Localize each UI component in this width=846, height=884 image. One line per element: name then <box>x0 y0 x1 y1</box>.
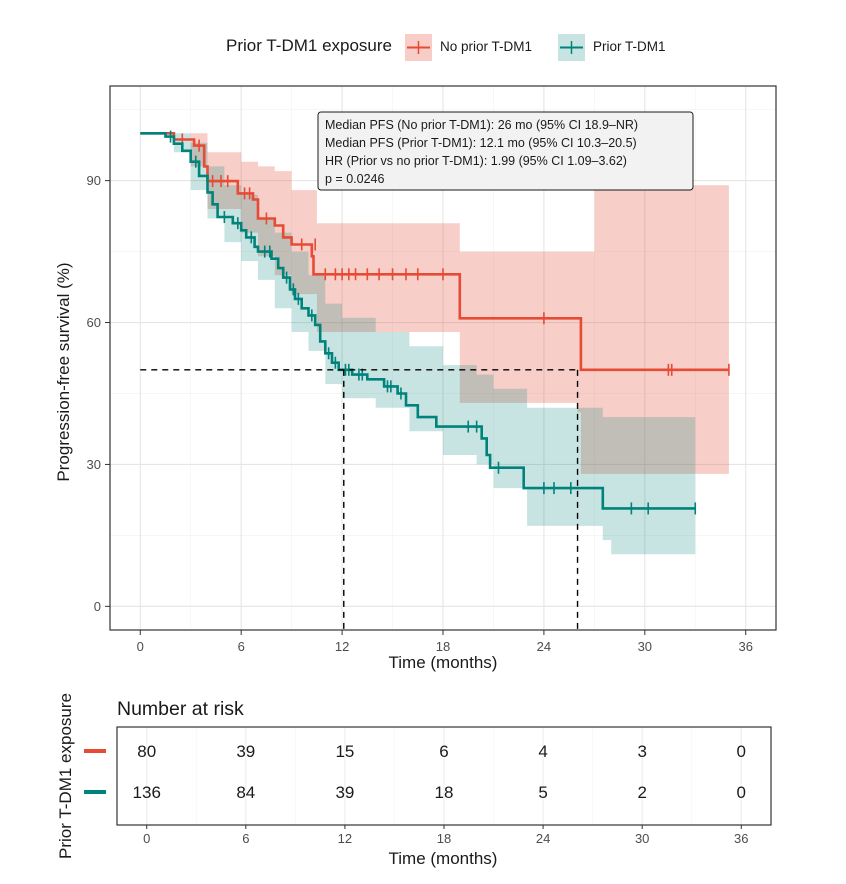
annotation-line-2: Median PFS (Prior T-DM1): 12.1 mo (95% C… <box>325 136 637 150</box>
x-axis-title: Time (months) <box>389 653 498 672</box>
y-tick-label: 90 <box>87 173 101 188</box>
ci-band-no-prior <box>140 133 729 474</box>
legend: Prior T-DM1 exposure No prior T-DM1 Prio… <box>226 34 666 61</box>
risk-count: 80 <box>137 742 156 761</box>
risk-x-tick-label: 12 <box>338 831 352 846</box>
km-curve-prior <box>140 132 696 510</box>
x-tick-label: 36 <box>738 639 752 654</box>
x-tick-label: 30 <box>638 639 652 654</box>
risk-table-title: Number at risk <box>117 698 244 720</box>
x-tick-label: 24 <box>537 639 551 654</box>
risk-x-tick-label: 36 <box>734 831 748 846</box>
risk-x-tick-label: 6 <box>242 831 249 846</box>
legend-label-no-prior: No prior T-DM1 <box>440 39 532 54</box>
risk-x-tick-label: 30 <box>635 831 649 846</box>
legend-title: Prior T-DM1 exposure <box>226 36 392 55</box>
risk-count: 15 <box>335 742 354 761</box>
x-tick-label: 12 <box>335 639 349 654</box>
plot-panel: 0 6 12 18 24 30 36 0 30 60 90 <box>87 85 777 654</box>
stats-annotation: Median PFS (No prior T-DM1): 26 mo (95% … <box>317 111 694 191</box>
risk-count: 136 <box>133 783 161 802</box>
risk-count: 84 <box>236 783 255 802</box>
risk-x-tick-label: 24 <box>536 831 550 846</box>
risk-count: 39 <box>335 783 354 802</box>
risk-count: 6 <box>439 742 448 761</box>
y-tick-label: 60 <box>87 315 101 330</box>
annotation-line-1: Median PFS (No prior T-DM1): 26 mo (95% … <box>325 118 638 132</box>
stats-annotation-box <box>317 111 694 191</box>
y-tick-label: 0 <box>94 599 101 614</box>
annotation-line-4: p = 0.0246 <box>325 172 384 186</box>
ci-band-prior <box>140 133 696 555</box>
risk-x-tick-label: 0 <box>143 831 150 846</box>
risk-count: 18 <box>435 783 454 802</box>
risk-table: Number at risk Prior T-DM1 exposure Time… <box>56 693 772 868</box>
risk-count: 0 <box>737 742 746 761</box>
x-tick-label: 6 <box>238 639 245 654</box>
risk-table-ylabel: Prior T-DM1 exposure <box>56 693 75 859</box>
risk-x-tick-label: 18 <box>437 831 451 846</box>
x-tick-label: 18 <box>436 639 450 654</box>
risk-count: 5 <box>538 783 547 802</box>
y-tick-label: 30 <box>87 457 101 472</box>
legend-label-prior: Prior T-DM1 <box>593 39 666 54</box>
risk-count: 4 <box>538 742 547 761</box>
y-axis-title: Progression-free survival (%) <box>54 262 73 481</box>
risk-count: 0 <box>737 783 746 802</box>
risk-count: 39 <box>236 742 255 761</box>
risk-count: 2 <box>637 783 646 802</box>
risk-count: 3 <box>637 742 646 761</box>
annotation-line-3: HR (Prior vs no prior T-DM1): 1.99 (95% … <box>325 154 627 168</box>
x-tick-label: 0 <box>137 639 144 654</box>
risk-table-xlabel: Time (months) <box>389 849 498 868</box>
